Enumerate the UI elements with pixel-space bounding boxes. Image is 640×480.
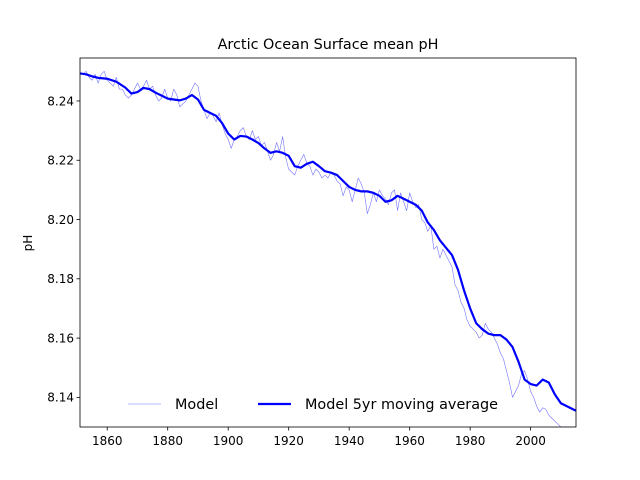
series-line-moving-average <box>80 72 576 412</box>
legend: Model Model 5yr moving average <box>128 397 498 413</box>
x-axis: 1860 1880 1900 1920 1940 1960 1980 2000 <box>92 427 546 448</box>
chart-title: Arctic Ocean Surface mean pH <box>218 37 439 53</box>
y-tick-label: 8.16 <box>47 331 74 345</box>
x-tick-label: 1940 <box>334 434 365 448</box>
legend-label-moving-average: Model 5yr moving average <box>305 397 498 413</box>
x-tick-label: 1900 <box>213 434 244 448</box>
x-tick-label: 2000 <box>515 434 546 448</box>
legend-label-model: Model <box>175 397 218 413</box>
y-axis-label: pH <box>21 235 35 252</box>
plot-frame <box>79 57 577 428</box>
y-axis: 8.14 8.16 8.18 8.20 8.22 8.24 <box>47 94 80 405</box>
y-tick-label: 8.22 <box>47 154 74 168</box>
x-tick-label: 1980 <box>455 434 486 448</box>
y-tick-label: 8.20 <box>47 213 74 227</box>
x-tick-label: 1860 <box>92 434 123 448</box>
x-tick-label: 1960 <box>394 434 425 448</box>
plot-area <box>80 71 576 427</box>
y-tick-label: 8.18 <box>47 272 74 286</box>
y-tick-label: 8.14 <box>47 391 74 405</box>
x-tick-label: 1880 <box>152 434 183 448</box>
x-tick-label: 1920 <box>273 434 304 448</box>
y-tick-label: 8.24 <box>47 94 74 108</box>
